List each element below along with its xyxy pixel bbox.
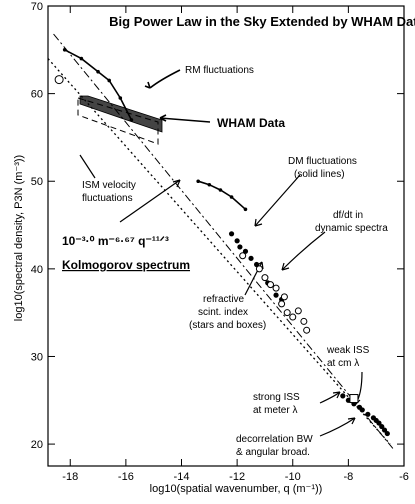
point-scint_open: [303, 326, 311, 334]
x-tick-label: -8: [343, 471, 353, 483]
annotation-ism-line2: fluctuations: [82, 193, 133, 204]
leader-decorr: [319, 417, 356, 437]
point-scint_filled: [359, 407, 365, 413]
annotation-refr-line3: (stars and boxes): [189, 320, 266, 331]
leader-wham: [159, 117, 211, 123]
annotation-dm-line2: (solid lines): [294, 169, 345, 180]
y-tick-label: 50: [31, 176, 43, 188]
x-tick-label: -18: [62, 471, 78, 483]
point-dm: [229, 195, 234, 199]
point-rm: [107, 78, 111, 83]
y-tick-label: 40: [31, 264, 43, 276]
leader-dfdt-arrow: [281, 262, 290, 271]
annotation-refr-line2: scint. index: [198, 307, 248, 318]
annotation-weak-line2: at cm λ: [327, 358, 359, 369]
point-scint_open: [272, 284, 280, 292]
power-law-formula: 10⁻³·⁰ m⁻⁶·⁶⁷ q⁻¹¹ᐟ³: [62, 234, 169, 248]
plot-axes: -18 -16 -14 -12 -10 -8 -6 20 30 40 50 60 70: [31, 1, 409, 483]
point-rm: [79, 56, 84, 61]
point-dm: [243, 207, 248, 212]
point-rm: [118, 96, 123, 100]
point-scint_open: [289, 313, 297, 321]
point-scint_filled: [340, 393, 346, 399]
leader-decorr-arrow: [347, 417, 356, 425]
annotation-decorr-line1: decorrelation BW: [236, 434, 313, 445]
annotation-leaders: [79, 69, 363, 437]
y-tick-label: 30: [31, 351, 43, 363]
annotation-rm-label: RM fluctuations: [185, 65, 254, 76]
point-scint_filled: [379, 423, 385, 430]
point-scint_open: [283, 309, 291, 317]
square-marker: [349, 394, 359, 404]
plot-points: [54, 48, 390, 437]
point-dm: [207, 182, 212, 187]
point-scint_open: [294, 307, 302, 315]
leader-kolmo: [119, 179, 181, 223]
leader-wham-arrow: [159, 114, 167, 122]
x-axis-label: log10(spatial wavenumber, q (m⁻¹)): [150, 483, 323, 495]
x-tick-label: -6: [399, 471, 409, 483]
y-axis-label: log10(spectral density, P3N (m⁻³)): [13, 155, 25, 321]
point-scint_open: [300, 317, 308, 325]
ism-velocity-box: [77, 97, 159, 145]
annotation-dfdt-line1: df/dt in: [333, 210, 363, 221]
y-tick-label: 70: [31, 1, 43, 13]
power-law-line: [47, 58, 391, 445]
leader-rm: [149, 69, 181, 89]
leader-ism: [79, 154, 96, 179]
x-tick-label: -16: [118, 471, 134, 483]
x-tick-label: -12: [229, 471, 245, 483]
x-tick-label: -10: [285, 471, 301, 483]
point-scint_filled: [365, 411, 371, 417]
point-dm: [218, 188, 223, 192]
point-scint_open: [267, 281, 274, 289]
chart-title: Big Power Law in the Sky Extended by WHA…: [109, 14, 415, 29]
point-scint_open: [261, 274, 269, 282]
point-scint_filled: [376, 420, 382, 426]
point-scint_open: [239, 252, 247, 260]
annotation-decorr-line2: & angular broad.: [236, 447, 310, 458]
point-scint_open: [278, 300, 286, 308]
kolmogorov-label: Kolmogorov spectrum: [62, 258, 190, 272]
leader-dm-arrow: [254, 218, 263, 227]
leader-dfdt: [281, 231, 326, 271]
point-scint_filled: [228, 231, 235, 237]
leader-dm: [254, 174, 301, 227]
point-rm: [129, 118, 134, 122]
point-scint_filled: [248, 255, 254, 261]
annotation-ism-line1: ISM velocity: [82, 180, 136, 191]
leader-strong-arrow: [332, 391, 341, 399]
annotation-refr-line1: refractive: [203, 294, 245, 305]
point-scint_filled: [381, 427, 388, 433]
annotation-weak-line1: weak ISS: [326, 345, 370, 356]
point-dm: [196, 179, 200, 184]
y-tick-label: 20: [31, 439, 43, 451]
point-rm: [62, 48, 67, 52]
point-scint_filled: [384, 430, 390, 437]
point-scint_open: [255, 265, 263, 273]
annotation-dfdt-line2: dynamic spectra: [315, 223, 388, 234]
point-scint_open: [280, 293, 288, 301]
plot-frame: [47, 5, 405, 467]
point-scint_filled: [237, 244, 243, 250]
open-circle-marker: [54, 75, 64, 85]
annotation-dm-line1: DM fluctuations: [288, 156, 357, 167]
point-rm: [96, 69, 100, 74]
point-scint_filled: [273, 292, 279, 298]
point-scint_filled: [234, 238, 240, 244]
annotation-wham-label: WHAM Data: [217, 116, 285, 130]
series-rm-line: [64, 49, 133, 121]
annotation-strong-line2: at meter λ: [253, 405, 297, 416]
y-tick-label: 60: [31, 89, 43, 101]
annotation-strong-line1: strong ISS: [253, 392, 300, 403]
x-tick-label: -14: [174, 471, 190, 483]
dash-dot-line: [53, 33, 394, 449]
leader-rm-arrow: [144, 81, 151, 89]
